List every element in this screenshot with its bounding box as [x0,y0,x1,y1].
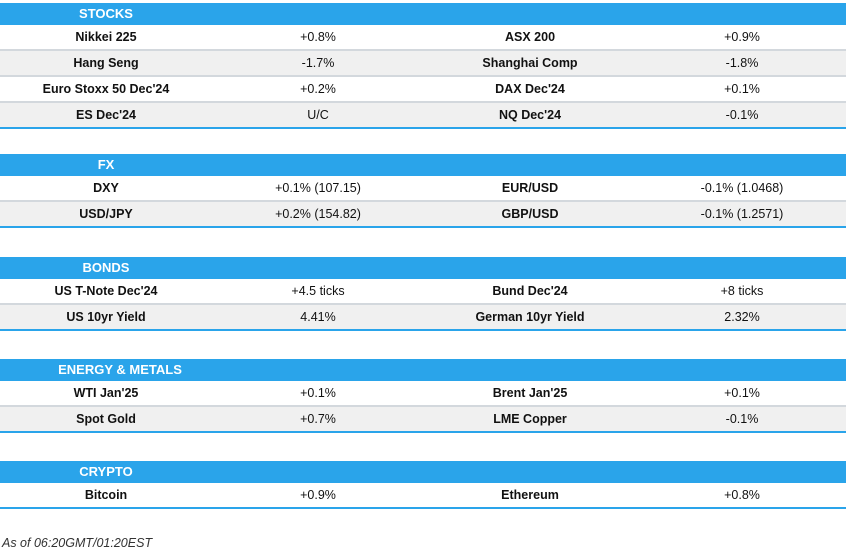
instrument-name: Hang Seng [73,56,139,70]
table-row: Bitcoin +0.9% Ethereum +0.8% [0,483,846,509]
section-bonds: BONDS US T-Note Dec'24 +4.5 ticks Bund D… [0,257,846,331]
instrument-change: -0.1% (1.0468) [700,181,784,195]
table-row: ES Dec'24 U/C NQ Dec'24 -0.1% [0,103,846,129]
instrument-change: -1.7% [301,56,335,70]
instrument-change: -0.1% [725,108,759,122]
instrument-change: +4.5 ticks [291,284,345,298]
instrument-change: +0.8% [300,30,336,44]
section-title: STOCKS [79,6,133,21]
instrument-name: Nikkei 225 [75,30,137,44]
section-title: ENERGY & METALS [58,362,182,377]
instrument-change: -1.8% [725,56,759,70]
instrument-change: +8 ticks [720,284,764,298]
section-header: STOCKS [0,3,846,25]
instrument-name: DAX Dec'24 [495,82,565,96]
table-row: DXY +0.1% (107.15) EUR/USD -0.1% (1.0468… [0,176,846,202]
instrument-change: +0.1% (107.15) [275,181,361,195]
section-energy-metals: ENERGY & METALS WTI Jan'25 +0.1% Brent J… [0,359,846,433]
section-title: FX [97,157,115,172]
instrument-name: Euro Stoxx 50 Dec'24 [42,82,170,96]
table-row: Euro Stoxx 50 Dec'24 +0.2% DAX Dec'24 +0… [0,77,846,103]
instrument-name: Ethereum [501,488,559,502]
section-crypto: CRYPTO Bitcoin +0.9% Ethereum +0.8% [0,461,846,509]
section-fx: FX DXY +0.1% (107.15) EUR/USD -0.1% (1.0… [0,154,846,228]
table-row: WTI Jan'25 +0.1% Brent Jan'25 +0.1% [0,381,846,407]
section-header: FX [0,154,846,176]
instrument-name: Bitcoin [84,488,128,502]
instrument-change: +0.1% [300,386,336,400]
section-header: BONDS [0,257,846,279]
instrument-change: +0.2% (154.82) [275,207,361,221]
instrument-change: +0.8% [724,488,760,502]
table-row: Hang Seng -1.7% Shanghai Comp -1.8% [0,51,846,77]
table-row: US 10yr Yield 4.41% German 10yr Yield 2.… [0,305,846,331]
instrument-name: ASX 200 [504,30,556,44]
instrument-name: German 10yr Yield [475,310,585,324]
instrument-name: ES Dec'24 [76,108,136,122]
instrument-change: +0.9% [300,488,336,502]
instrument-name: WTI Jan'25 [73,386,139,400]
instrument-name: NQ Dec'24 [498,108,562,122]
instrument-name: Shanghai Comp [482,56,578,70]
instrument-name: Brent Jan'25 [492,386,568,400]
table-row: Nikkei 225 +0.8% ASX 200 +0.9% [0,25,846,51]
instrument-name: Bund Dec'24 [492,284,568,298]
instrument-change: +0.9% [724,30,760,44]
instrument-change: +0.1% [724,82,760,96]
table-row: USD/JPY +0.2% (154.82) GBP/USD -0.1% (1.… [0,202,846,228]
section-header: CRYPTO [0,461,846,483]
instrument-change: -0.1% (1.2571) [700,207,784,221]
instrument-name: Spot Gold [76,412,136,426]
instrument-change: U/C [307,108,329,122]
section-title: BONDS [82,260,130,275]
instrument-name: LME Copper [493,412,567,426]
table-row: Spot Gold +0.7% LME Copper -0.1% [0,407,846,433]
instrument-change: 4.41% [300,310,336,324]
instrument-name: USD/JPY [79,207,133,221]
section-header: ENERGY & METALS [0,359,846,381]
table-row: US T-Note Dec'24 +4.5 ticks Bund Dec'24 … [0,279,846,305]
section-title: CRYPTO [79,464,133,479]
instrument-change: +0.1% [724,386,760,400]
instrument-change: +0.7% [300,412,336,426]
instrument-name: GBP/USD [501,207,559,221]
instrument-name: US T-Note Dec'24 [54,284,158,298]
timestamp-footnote: As of 06:20GMT/01:20EST [2,536,153,550]
instrument-change: -0.1% [725,412,759,426]
instrument-change: +0.2% [300,82,336,96]
instrument-name: EUR/USD [501,181,559,195]
instrument-name: DXY [93,181,119,195]
section-stocks: STOCKS Nikkei 225 +0.8% ASX 200 +0.9% Ha… [0,3,846,129]
instrument-change: 2.32% [724,310,760,324]
instrument-name: US 10yr Yield [66,310,146,324]
